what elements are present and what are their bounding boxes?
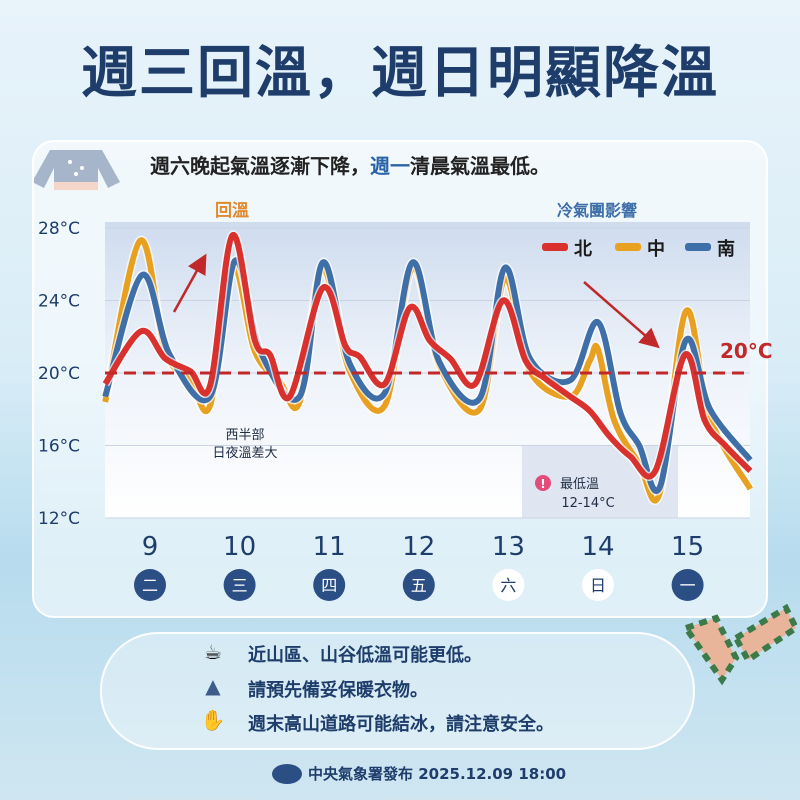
temperature-chart: 28°C24°C20°C16°C12°C 回溫 冷氣團影響 西半部 日夜溫差大 … bbox=[38, 200, 773, 601]
y-tick-label: 24°C bbox=[38, 292, 80, 312]
weekday-label: 四 bbox=[321, 576, 337, 595]
series-line-south bbox=[102, 257, 753, 494]
scarf-icon bbox=[676, 598, 800, 692]
weekday-label: 三 bbox=[232, 576, 248, 595]
tip-item: 週末高山道路可能結冰，請注意安全。 bbox=[248, 714, 554, 735]
tip-item: 近山區、山谷低溫可能更低。 bbox=[248, 645, 482, 666]
legend-swatch-north bbox=[542, 243, 568, 251]
legend-swatch-central bbox=[615, 243, 641, 251]
legend-swatch-south bbox=[685, 243, 711, 251]
y-tick-label: 16°C bbox=[38, 437, 80, 457]
warming-arrow bbox=[172, 253, 207, 313]
weekday-badge bbox=[671, 569, 704, 601]
legend: 北中南 bbox=[542, 238, 735, 260]
subtitle-text-end: 清晨氣溫最低。 bbox=[410, 154, 550, 178]
footer-text: 中央氣象署發布 2025.12.09 18:00 bbox=[308, 765, 567, 783]
weekday-label: 二 bbox=[142, 576, 158, 595]
series-line-north bbox=[102, 232, 753, 480]
tips-panel bbox=[100, 632, 695, 750]
west-note-line2: 日夜溫差大 bbox=[212, 446, 277, 461]
weekday-label: 六 bbox=[500, 576, 516, 595]
mittens-icon: ✋ bbox=[200, 708, 226, 732]
legend-label-south: 南 bbox=[717, 238, 735, 260]
x-day-label: 13 bbox=[492, 532, 525, 562]
threshold-label: 20°C bbox=[720, 339, 773, 363]
weekday-badge bbox=[134, 569, 166, 601]
y-tick-label: 12°C bbox=[38, 509, 80, 529]
y-tick-label: 28°C bbox=[38, 219, 80, 239]
lowest-temp-title: 最低溫 bbox=[560, 477, 599, 492]
legend-label-north: 北 bbox=[574, 239, 592, 260]
cwa-logo-icon bbox=[272, 763, 302, 784]
cooling-arrow bbox=[583, 281, 660, 349]
weekday-badge bbox=[492, 569, 525, 601]
x-day-label: 11 bbox=[313, 532, 346, 562]
x-day-label: 9 bbox=[142, 532, 159, 562]
page-title: 週三回溫，週日明顯降溫 bbox=[81, 41, 719, 106]
warming-label: 回溫 bbox=[215, 200, 249, 221]
footer: 中央氣象署發布 2025.12.09 18:00 bbox=[272, 763, 566, 784]
chart-subtitle: 週六晚起氣溫逐漸下降，週一清晨氣溫最低。 bbox=[150, 150, 550, 179]
x-day-label: 10 bbox=[223, 532, 256, 562]
lowest-temp-range: 12-14°C bbox=[561, 496, 614, 511]
weekday-badge bbox=[582, 569, 614, 601]
x-day-label: 12 bbox=[402, 532, 435, 562]
x-day-label: 14 bbox=[581, 532, 614, 562]
tip-item: 請預先備妥保暖衣物。 bbox=[248, 680, 428, 701]
y-tick-label: 20°C bbox=[38, 364, 80, 384]
subtitle-highlight: 週一 bbox=[370, 154, 410, 178]
weekday-label: 一 bbox=[680, 576, 696, 595]
weekday-badge bbox=[223, 569, 256, 601]
cold-air-label: 冷氣團影響 bbox=[557, 201, 637, 220]
legend-label-central: 中 bbox=[647, 238, 665, 260]
weekday-label: 日 bbox=[590, 576, 606, 595]
weekday-badge bbox=[402, 569, 435, 601]
beanie-icon: ▲ bbox=[205, 674, 221, 698]
warning-mark: ! bbox=[540, 477, 545, 491]
subtitle-text: 週六晚起氣溫逐漸下降， bbox=[150, 154, 370, 178]
mug-icon: ☕ bbox=[204, 640, 222, 664]
west-note-line1: 西半部 bbox=[225, 428, 264, 443]
weekday-badge bbox=[313, 569, 346, 601]
x-day-label: 15 bbox=[671, 532, 704, 562]
weekday-label: 五 bbox=[411, 576, 427, 595]
warning-icon bbox=[535, 475, 551, 491]
